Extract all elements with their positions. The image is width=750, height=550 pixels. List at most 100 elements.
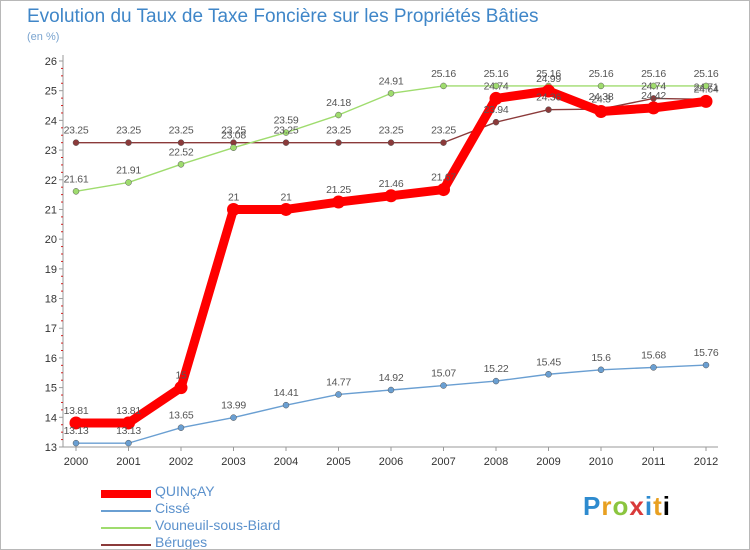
y-tick-label: 14 — [45, 412, 57, 424]
data-label: 23.08 — [221, 130, 246, 142]
series-b-ruges — [72, 95, 710, 146]
data-point — [440, 382, 447, 389]
y-tick-label: 18 — [45, 294, 57, 306]
data-point — [650, 82, 657, 90]
legend-item-quin-ay: QUINçAY — [101, 483, 361, 500]
data-point — [440, 139, 447, 146]
data-point — [282, 139, 290, 146]
data-label: 24.64 — [694, 83, 719, 95]
data-label: 23.59 — [274, 115, 299, 127]
data-label: 13.81 — [64, 405, 89, 417]
x-tick-label: 2012 — [694, 456, 718, 468]
series-ciss — [72, 361, 710, 447]
data-label: 21.91 — [116, 164, 141, 176]
y-tick-label: 17 — [45, 323, 57, 335]
data-label: 14.92 — [379, 372, 404, 384]
data-label: 24.74 — [641, 80, 666, 92]
data-point — [440, 82, 447, 90]
data-label: 24.38 — [589, 91, 614, 103]
data-point — [545, 106, 552, 113]
y-tick-label: 22 — [45, 175, 57, 187]
data-label: 23.25 — [431, 125, 456, 137]
data-label: 24.42 — [641, 90, 666, 102]
data-label: 14.77 — [326, 376, 351, 388]
data-point — [177, 139, 185, 146]
data-point — [230, 414, 237, 421]
data-point — [72, 439, 80, 447]
data-point — [702, 361, 710, 369]
legend-swatch — [101, 527, 151, 529]
x-tick-label: 2000 — [64, 456, 88, 468]
legend-label: QUINçAY — [155, 483, 215, 499]
legend-item-ciss: Cissé — [101, 500, 361, 517]
data-label: 23.25 — [221, 125, 246, 137]
x-tick-label: 2002 — [169, 456, 193, 468]
data-point — [492, 377, 500, 385]
legend-swatch — [101, 490, 151, 498]
data-point — [279, 202, 293, 216]
data-point — [177, 424, 185, 431]
data-point — [227, 202, 240, 216]
data-point — [125, 139, 132, 146]
data-label: 15 — [175, 370, 187, 382]
x-tick-label: 2008 — [484, 456, 508, 468]
y-tick-label: 26 — [45, 56, 57, 68]
data-point — [122, 416, 135, 430]
data-point — [647, 101, 660, 115]
x-tick-label: 2006 — [379, 456, 403, 468]
data-label: 24.99 — [536, 73, 561, 85]
data-label: 25.16 — [484, 68, 509, 80]
data-label: 25.16 — [694, 68, 719, 80]
data-point — [650, 364, 657, 371]
data-label: 14.41 — [274, 387, 299, 399]
data-label: 13.13 — [64, 425, 89, 437]
data-label: 25.16 — [641, 68, 666, 80]
x-tick-label: 2009 — [536, 456, 560, 468]
y-tick-label: 16 — [45, 353, 57, 365]
data-label: 21.25 — [326, 184, 351, 196]
data-label: 15.22 — [484, 363, 509, 375]
data-point — [492, 82, 500, 90]
data-point — [72, 139, 80, 146]
data-label: 22.52 — [169, 146, 194, 158]
data-label: 13.65 — [169, 410, 194, 422]
data-point — [542, 84, 555, 98]
data-point — [177, 161, 185, 168]
data-point — [335, 391, 342, 398]
data-label: 15.68 — [641, 349, 666, 361]
x-tick-label: 2004 — [274, 456, 298, 468]
y-tick-label: 20 — [45, 234, 57, 246]
data-point — [650, 95, 657, 102]
y-tick-label: 23 — [45, 145, 57, 157]
data-point — [335, 139, 342, 146]
data-label: 21.67 — [431, 172, 456, 184]
y-tick-label: 15 — [45, 383, 57, 395]
data-point — [489, 91, 503, 105]
data-point — [335, 111, 342, 119]
x-tick-label: 2007 — [431, 456, 455, 468]
data-label: 23.94 — [484, 104, 509, 116]
data-label: 24.36 — [536, 92, 561, 104]
data-label: 23.25 — [379, 125, 404, 137]
legend-label: Cissé — [155, 500, 191, 516]
data-point — [384, 189, 398, 203]
legend-item-vouneuil-sous-biard: Vouneuil-sous-Biard — [101, 517, 361, 534]
data-label: 24.18 — [326, 97, 351, 109]
data-label: 21.46 — [379, 178, 404, 190]
y-tick-label: 13 — [45, 442, 57, 454]
chart-title: Evolution du Taux de Taxe Foncière sur l… — [27, 6, 539, 27]
legend-label: Béruges — [155, 534, 208, 550]
data-point — [597, 366, 605, 374]
data-label: 13.99 — [221, 400, 246, 412]
data-label: 24.91 — [379, 75, 404, 87]
y-tick-label: 21 — [45, 204, 57, 216]
data-label: 21 — [280, 191, 292, 203]
data-point — [597, 82, 605, 90]
data-label: 21.61 — [64, 173, 89, 185]
y-axis-unit: (en %) — [27, 31, 60, 43]
data-point — [72, 188, 80, 195]
data-point — [125, 179, 132, 186]
data-label: 23.25 — [64, 125, 89, 137]
